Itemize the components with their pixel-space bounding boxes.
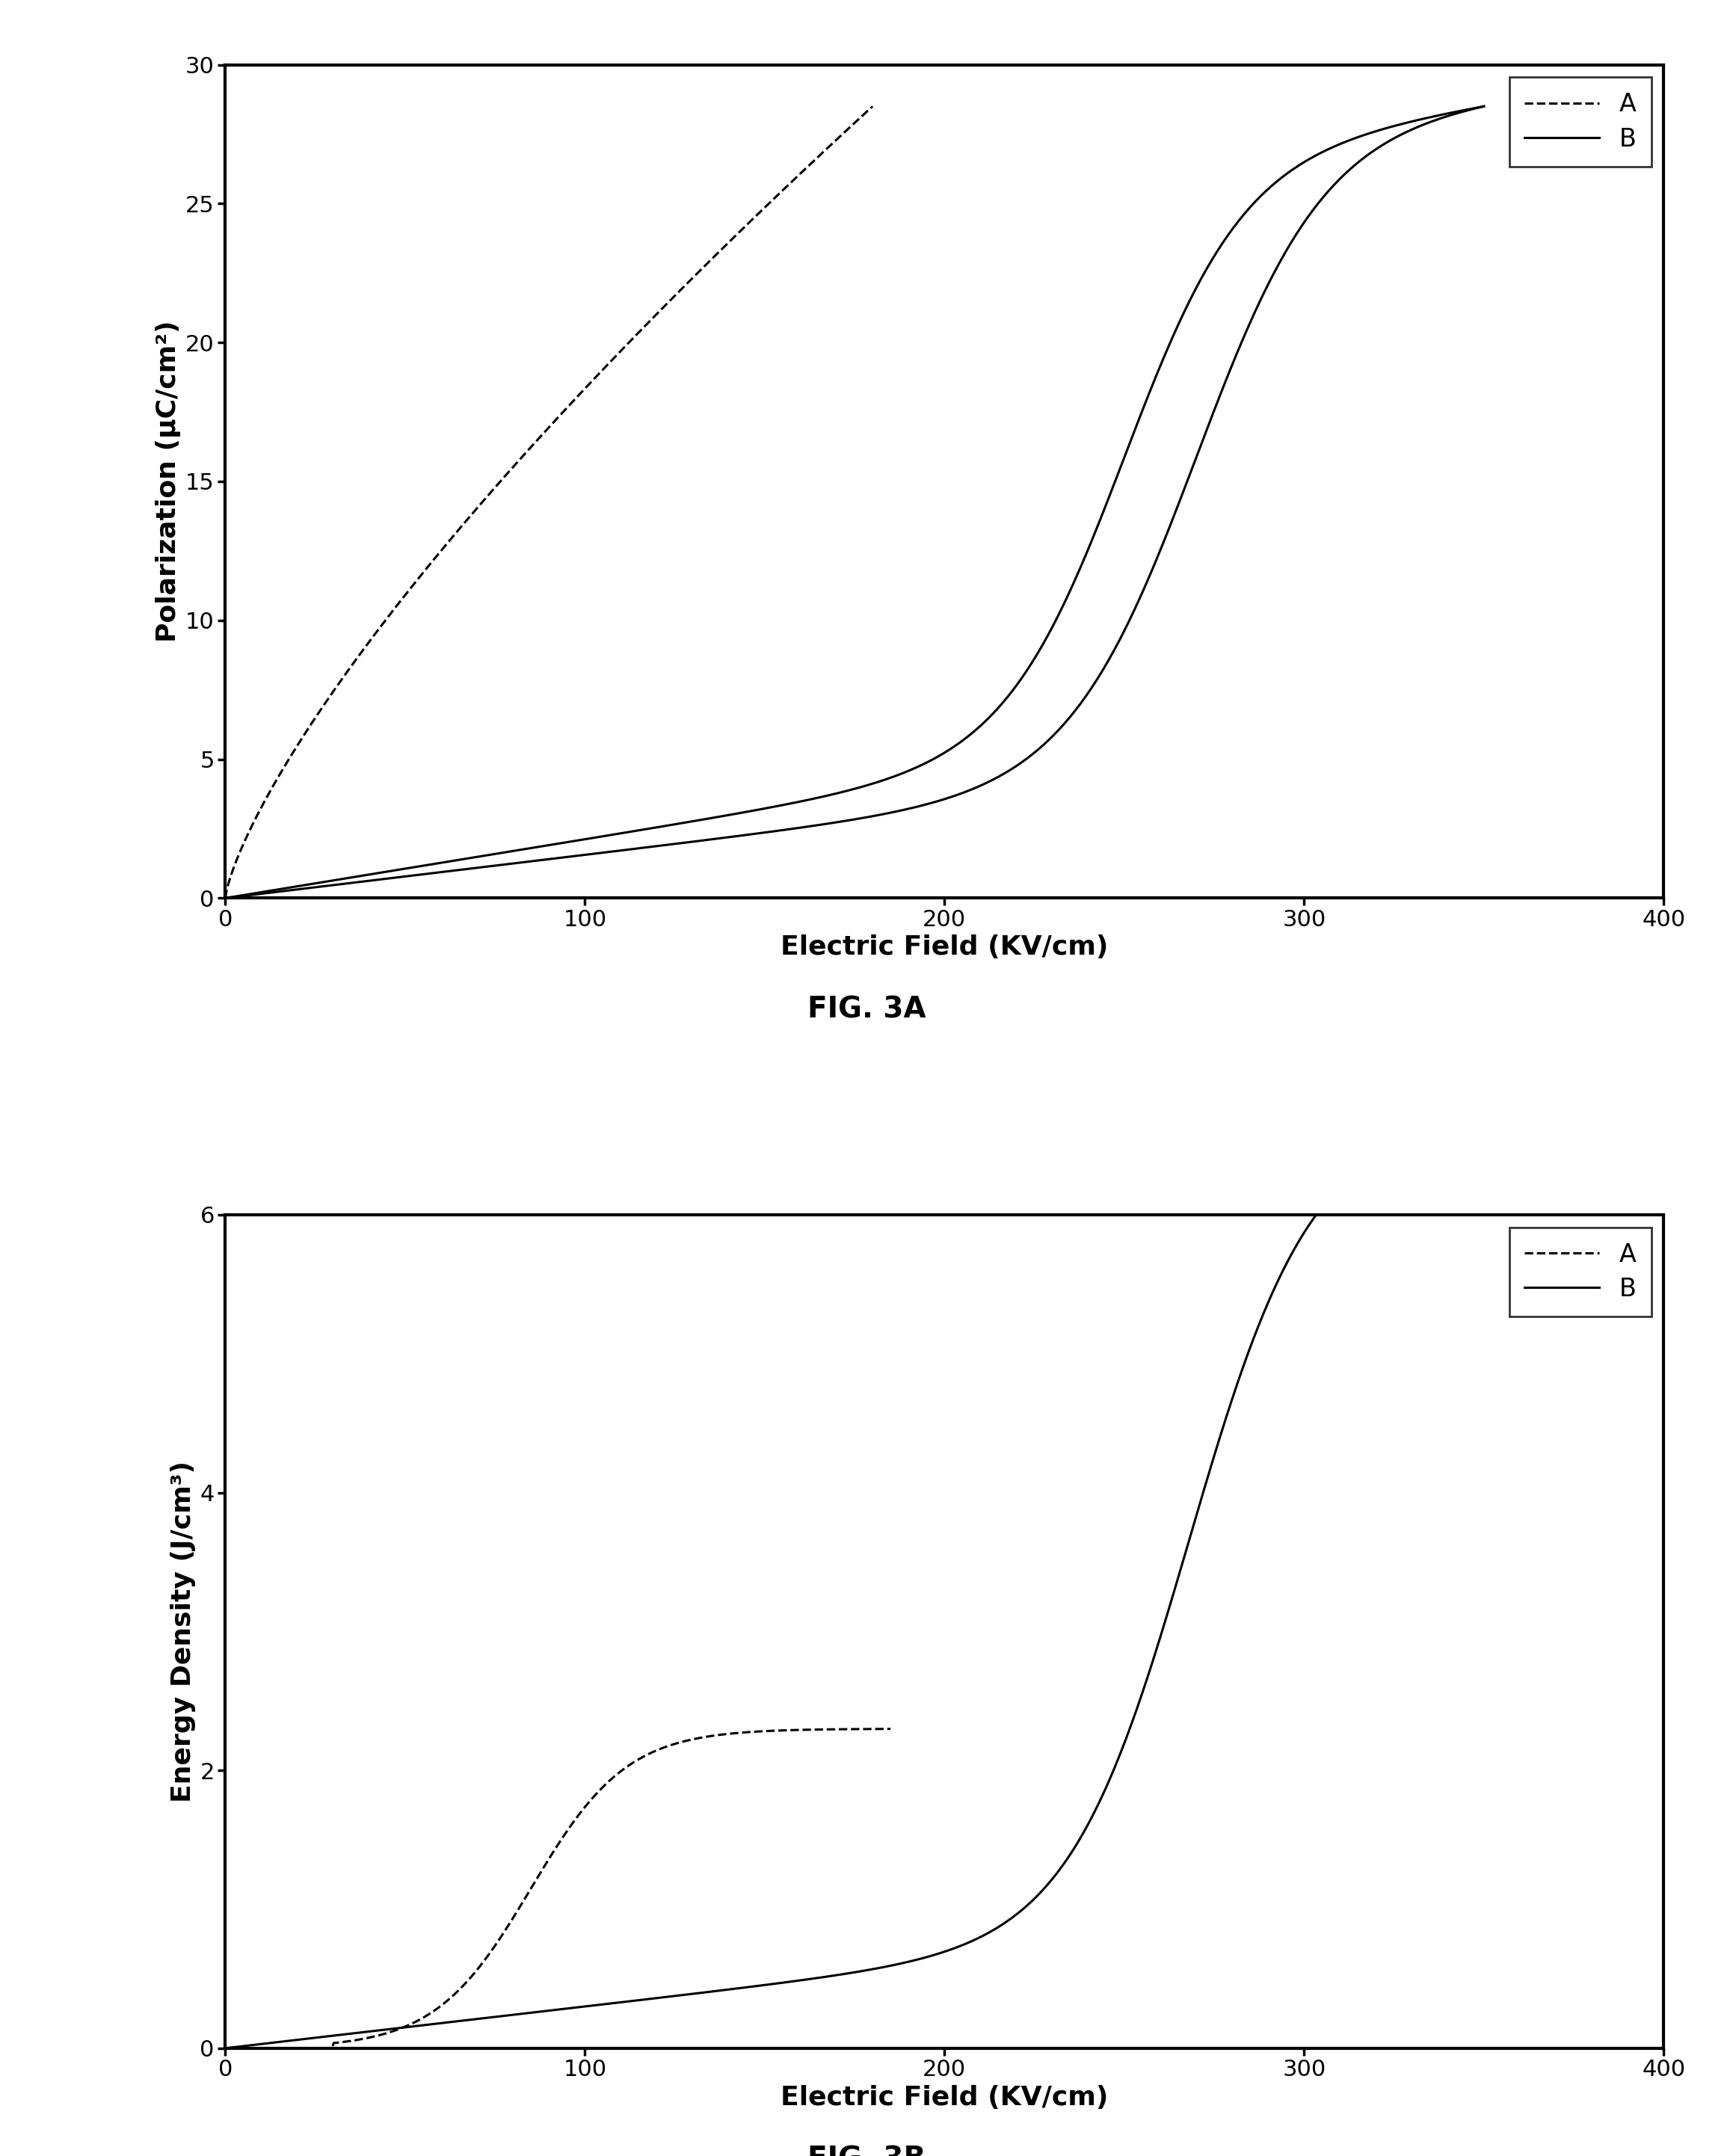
B [613, 819, 634, 845]
Line: A: A [225, 106, 872, 899]
X-axis label: Electric Field (KV/cm): Electric Field (KV/cm) [780, 2085, 1109, 2111]
A [695, 1725, 716, 1751]
A [600, 349, 620, 375]
A [565, 386, 586, 412]
A [880, 1716, 901, 1742]
A [432, 1992, 452, 2018]
A [745, 203, 766, 229]
A [861, 93, 882, 119]
Y-axis label: Energy Density (J/cm³): Energy Density (J/cm³) [170, 1460, 196, 1802]
B [613, 1990, 634, 2016]
Y-axis label: Polarization (μC/cm²): Polarization (μC/cm²) [156, 321, 182, 642]
B [1350, 123, 1371, 149]
A [633, 1744, 653, 1770]
B [1194, 1475, 1215, 1501]
A [478, 1943, 499, 1968]
A [847, 108, 868, 134]
Line: B: B [225, 1214, 1483, 2048]
A [527, 427, 548, 453]
Line: A: A [225, 1729, 891, 2048]
B [1194, 259, 1215, 285]
B [215, 886, 236, 912]
Text: FIG. 3B: FIG. 3B [808, 2145, 925, 2156]
B [570, 828, 591, 854]
A [522, 431, 542, 457]
B [1473, 93, 1494, 119]
Legend: A, B: A, B [1509, 78, 1652, 166]
A [215, 2035, 236, 2061]
X-axis label: Electric Field (KV/cm): Electric Field (KV/cm) [780, 936, 1109, 959]
B [1042, 614, 1062, 640]
B [1473, 1201, 1494, 1227]
Line: B: B [225, 106, 1483, 899]
B [1042, 1867, 1062, 1893]
Text: FIG. 3A: FIG. 3A [808, 996, 925, 1024]
B [523, 834, 544, 860]
B [523, 1999, 544, 2024]
B [215, 2035, 236, 2061]
Legend: A, B: A, B [1509, 1227, 1652, 1317]
A [698, 1723, 719, 1749]
B [1307, 1201, 1327, 1227]
B [1352, 1201, 1373, 1227]
A [215, 886, 236, 912]
A [295, 2035, 315, 2061]
B [570, 1994, 591, 2020]
